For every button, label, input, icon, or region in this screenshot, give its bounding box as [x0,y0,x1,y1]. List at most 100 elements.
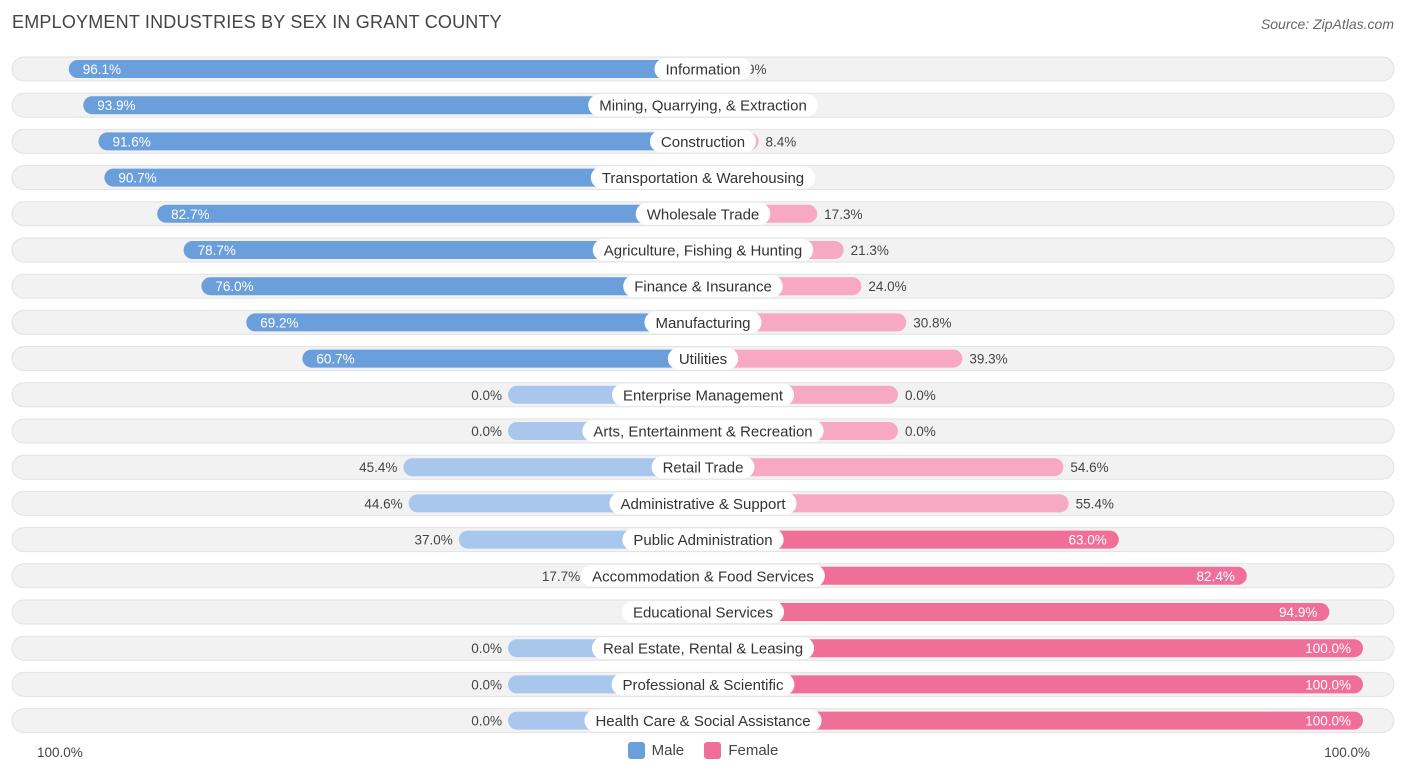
female-value-label: 0.0% [905,388,936,403]
bar-male[interactable] [183,241,703,259]
category-pill [591,637,815,660]
legend-label-female: Female [728,742,779,759]
female-value-label: 30.8% [913,315,951,330]
axis-max-label: 100.0% [1324,745,1370,760]
male-value-label: 96.1% [83,62,121,77]
category-pill [622,528,784,551]
category-label: Administrative & Support [620,496,786,513]
male-value-label: 0.0% [471,388,502,403]
category-label: Enterprise Management [623,387,784,404]
chart-source: Source: ZipAtlas.com [1260,16,1394,32]
row-arts-entertainment-recreation: 0.0% 0.0% Arts, Entertainment & Recreation [11,418,1395,444]
category-label: Manufacturing [655,315,750,332]
male-value-label: 0.0% [471,424,502,439]
category-label: Transportation & Warehousing [602,170,804,187]
male-value-label: 45.4% [359,460,397,475]
row-retail-trade: 45.4% 54.6% Retail Trade [11,454,1395,480]
category-pill [609,492,797,515]
bar-male[interactable] [403,458,703,477]
row-finance-insurance: 76.0% 24.0% Finance & Insurance [11,273,1395,299]
category-label: Construction [661,134,745,151]
female-value-label: 100.0% [1305,677,1351,692]
female-value-label: 100.0% [1305,714,1351,729]
category-label: Health Care & Social Assistance [595,713,810,730]
category-pill [667,347,739,370]
bar-female[interactable] [703,349,963,368]
category-pill [621,601,785,623]
category-pill [581,564,825,587]
bar-male[interactable] [302,349,703,368]
category-pill [649,130,757,153]
bar-female[interactable] [703,566,1247,585]
category-label: Professional & Scientific [623,677,784,694]
bar-female[interactable] [703,675,1363,694]
bar-male[interactable] [98,132,703,151]
female-value-label: 100.0% [1305,641,1351,656]
category-pill [623,275,783,298]
category-pill [590,166,816,189]
legend-item-female[interactable]: Female [704,742,778,759]
category-pill [611,383,795,406]
category-label: Real Estate, Rental & Leasing [603,641,803,658]
bar-male[interactable] [201,277,703,296]
category-pill [582,420,824,442]
category-label: Retail Trade [663,460,744,477]
category-label: Educational Services [633,605,773,622]
axis-min-label: 100.0% [37,745,83,760]
category-label: Utilities [679,351,727,368]
legend-swatch-female [704,742,722,759]
category-label: Finance & Insurance [634,279,772,296]
row-information: 96.1%3.9%Information [11,56,1395,82]
legend-swatch-male [627,742,645,759]
category-pill [651,456,755,479]
bar-male[interactable] [104,168,703,187]
male-value-label: 17.7% [542,569,580,584]
male-value-label: 0.0% [471,714,502,729]
category-pill [584,709,822,732]
female-value-label: 55.4% [1076,496,1114,511]
row-agriculture-fishing-hunting: 78.7% 21.3% Agriculture, Fishing & Hunting [11,237,1395,263]
bar-female[interactable] [703,603,1330,621]
row-health-care-social-assistance: 0.0% 100.0% Health Care & Social Assistanc… [11,708,1395,734]
category-label: Public Administration [633,532,772,549]
category-pill [635,202,771,225]
category-label: Mining, Quarrying, & Extraction [599,98,807,115]
bar-male[interactable] [157,204,703,223]
bar-male[interactable] [68,60,704,78]
bar-male[interactable] [246,313,703,332]
bar-chart: 96.1%3.9%Information 93.9%6.1%Mining, Qua… [11,56,1395,734]
category-label: Wholesale Trade [647,206,760,223]
category-pill [611,673,795,696]
category-pill [654,58,752,80]
bar-female[interactable] [703,639,1363,658]
male-value-label: 91.6% [112,134,150,149]
female-value-label: 21.3% [851,243,889,258]
female-value-label: 8.4% [765,134,796,149]
category-label: Agriculture, Fishing & Hunting [604,243,802,260]
bar-male[interactable] [83,96,703,115]
female-value-label: 94.9% [1279,605,1317,620]
legend-item-male[interactable]: Male [627,742,685,759]
category-pill [644,311,762,334]
female-value-label: 0.0% [905,424,936,439]
female-value-label: 82.4% [1197,569,1235,584]
female-value-label: 63.0% [1069,533,1107,548]
row-transportation-warehousing: 90.7%9.3%Transportation & Warehousing [11,165,1395,191]
male-value-label: 44.6% [364,496,402,511]
female-value-label: 39.3% [969,352,1007,367]
bar-female[interactable] [703,458,1064,477]
legend-label-male: Male [651,742,685,759]
category-label: Accommodation & Food Services [592,568,814,585]
category-label: Information [665,62,740,79]
male-value-label: 82.7% [171,207,209,222]
row-wholesale-trade: 82.7% 17.3% Wholesale Trade [11,201,1395,227]
bar-female[interactable] [703,530,1119,549]
bar-female[interactable] [703,711,1363,730]
female-value-label: 54.6% [1070,460,1108,475]
male-value-label: 78.7% [198,243,236,258]
male-value-label: 60.7% [316,352,354,367]
male-value-label: 0.0% [471,641,502,656]
male-value-label: 76.0% [215,279,253,294]
row-public-administration: 37.0% 63.0% Public Administration [11,527,1395,553]
row-professional-scientific: 0.0% 100.0% Professional & Scientific [11,671,1395,697]
